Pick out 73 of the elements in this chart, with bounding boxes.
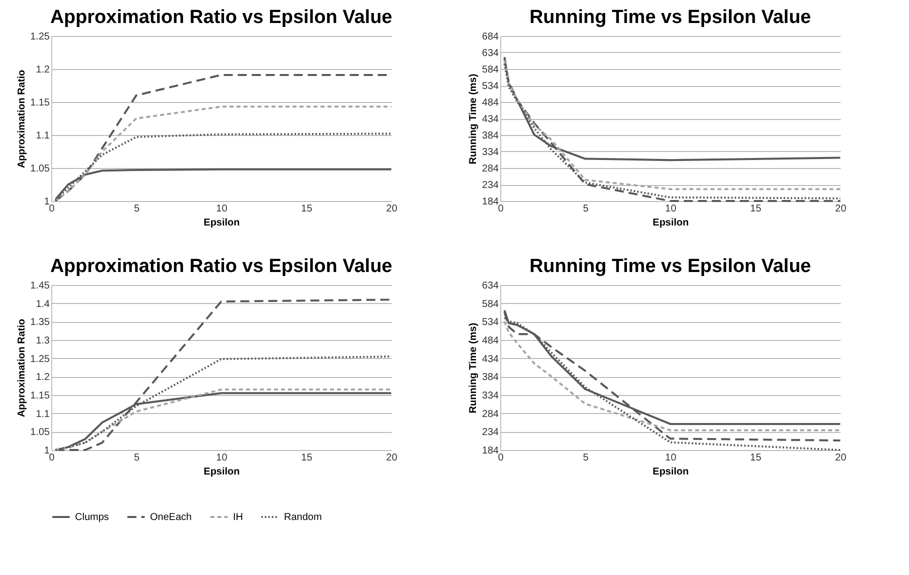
- y-tick-label: 684: [482, 32, 500, 42]
- x-tick-label: 20: [386, 204, 398, 214]
- x-axis-title: Epsilon: [652, 466, 689, 478]
- y-tick-label: 284: [482, 408, 500, 420]
- y-tick-label: 534: [482, 81, 500, 92]
- chart-title: Approximation Ratio vs Epsilon Value: [50, 7, 392, 28]
- y-tick-label: 534: [482, 317, 500, 328]
- y-tick-label: 334: [482, 390, 500, 402]
- x-tick-label: 5: [582, 204, 589, 214]
- y-tick-label: 584: [482, 298, 500, 310]
- x-tick-label: 0: [498, 452, 504, 464]
- y-tick-label: 634: [482, 280, 500, 292]
- x-tick-label: 5: [134, 452, 140, 464]
- x-axis-title: Epsilon: [652, 218, 689, 228]
- y-tick-label: 1.25: [30, 354, 50, 365]
- x-axis-title: Epsilon: [204, 466, 240, 478]
- y-tick-label: 234: [482, 180, 500, 191]
- y-tick-label: 1.05: [30, 427, 50, 438]
- x-tick-label: 10: [665, 452, 677, 464]
- y-tick-label: 434: [482, 354, 500, 365]
- y-tick-label: 1.45: [30, 280, 50, 292]
- x-tick-label: 15: [301, 204, 313, 214]
- y-tick-label: 1.1: [36, 130, 50, 142]
- y-tick-label: 584: [482, 64, 500, 76]
- y-tick-label: 1.15: [30, 390, 50, 402]
- y-tick-label: 1.4: [36, 298, 50, 310]
- x-tick-label: 5: [134, 204, 140, 214]
- y-tick-label: 1.3: [36, 336, 50, 346]
- legend-label: Random: [284, 512, 322, 523]
- x-axis-title: Epsilon: [204, 218, 240, 228]
- x-tick-label: 0: [498, 204, 504, 214]
- y-tick-label: 1.35: [30, 317, 50, 328]
- x-tick-label: 5: [582, 452, 589, 464]
- y-tick-label: 184: [482, 196, 500, 208]
- y-axis-title: Approximation Ratio: [16, 318, 28, 418]
- y-tick-label: 1.15: [30, 98, 50, 108]
- y-tick-label: 484: [482, 98, 500, 108]
- legend-label: IH: [233, 512, 243, 523]
- y-tick-label: 1: [44, 196, 50, 208]
- y-tick-label: 634: [482, 48, 500, 59]
- y-tick-label: 384: [482, 372, 500, 384]
- y-tick-label: 434: [482, 114, 500, 125]
- y-tick-label: 484: [482, 336, 500, 346]
- y-tick-label: 184: [482, 446, 500, 456]
- legend-label: OneEach: [150, 512, 192, 523]
- chart-title: Running Time vs Epsilon Value: [529, 7, 811, 28]
- x-tick-label: 20: [386, 452, 398, 464]
- y-axis-title: Approximation Ratio: [16, 70, 28, 168]
- x-tick-label: 10: [216, 452, 228, 464]
- x-tick-label: 20: [835, 204, 847, 214]
- x-tick-label: 15: [750, 452, 762, 464]
- y-tick-label: 1.1: [36, 408, 50, 420]
- chart-title: Running Time vs Epsilon Value: [529, 256, 811, 277]
- legend-label: Clumps: [75, 512, 109, 523]
- y-axis-title: Running Time (ms): [468, 74, 480, 164]
- y-tick-label: 1: [44, 446, 50, 456]
- x-tick-label: 0: [48, 204, 55, 214]
- chart-title: Approximation Ratio vs Epsilon Value: [50, 256, 392, 277]
- y-axis-title: Running Time (ms): [468, 322, 480, 414]
- y-tick-label: 1.2: [36, 64, 50, 76]
- x-tick-label: 15: [750, 204, 762, 214]
- x-tick-label: 20: [835, 452, 847, 464]
- y-tick-label: 284: [482, 164, 500, 174]
- y-tick-label: 1.2: [36, 372, 50, 384]
- x-tick-label: 10: [665, 204, 677, 214]
- y-tick-label: 334: [482, 147, 500, 158]
- y-tick-label: 1.05: [30, 164, 50, 174]
- x-tick-label: 0: [48, 452, 55, 464]
- y-tick-label: 384: [482, 130, 500, 142]
- x-tick-label: 15: [301, 452, 313, 464]
- y-tick-label: 234: [482, 427, 500, 438]
- y-tick-label: 1.25: [30, 32, 50, 42]
- x-tick-label: 10: [216, 204, 228, 214]
